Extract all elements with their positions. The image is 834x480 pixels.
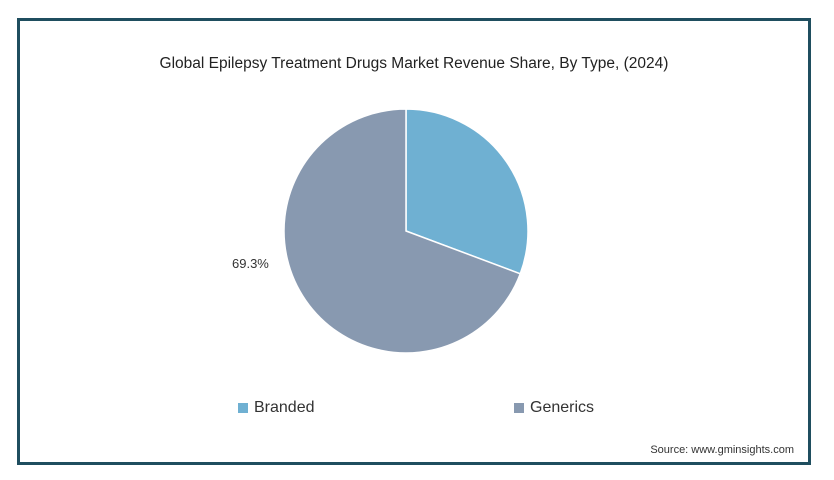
source-note: Source: www.gminsights.com (650, 444, 794, 456)
data-label-generics: 69.3% (232, 256, 269, 271)
legend: Branded Generics (20, 399, 808, 423)
legend-item-generics: Generics (514, 399, 594, 417)
chart-frame: Global Epilepsy Treatment Drugs Market R… (17, 18, 811, 465)
pie-slice-branded (405, 108, 529, 275)
chart-title: Global Epilepsy Treatment Drugs Market R… (159, 55, 669, 72)
legend-label-branded: Branded (254, 399, 315, 416)
legend-swatch-generics (514, 403, 524, 413)
pie-chart (283, 108, 529, 354)
legend-item-branded: Branded (238, 399, 315, 417)
legend-swatch-branded (238, 403, 248, 413)
legend-label-generics: Generics (530, 399, 595, 416)
pie-slice-generics (283, 108, 522, 354)
